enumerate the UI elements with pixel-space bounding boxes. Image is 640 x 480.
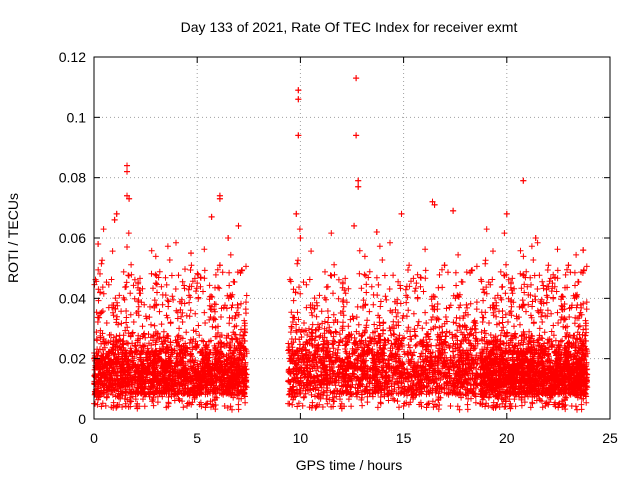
notable-point [580,247,587,254]
notable-point [520,177,527,184]
notable-point [353,75,360,82]
notable-point [431,201,438,208]
notable-point [216,192,223,199]
notable-point [124,192,131,199]
notable-point [124,168,131,175]
x-tick-label: 5 [193,430,201,446]
notable-point [111,216,118,223]
notable-point [532,235,539,241]
notable-point [353,132,360,139]
y-tick-label: 0.08 [59,170,86,186]
notable-point [126,195,133,202]
notable-point [450,207,457,214]
notable-point [124,244,131,251]
y-tick-label: 0.02 [59,351,86,367]
notable-point [295,96,302,103]
notable-point [429,198,436,205]
y-tick-label: 0.12 [59,49,86,65]
notable-point [293,210,300,217]
x-tick-label: 0 [90,430,98,446]
notable-point [373,228,380,235]
notable-point [124,162,131,169]
notable-point [208,213,215,220]
notable-point [355,177,362,184]
notable-point [95,241,102,248]
notable-point [355,183,362,190]
notable-point [297,235,304,241]
x-tick-label: 25 [602,430,618,446]
x-axis: 0 5 10 15 20 25 [90,57,618,446]
notable-point [398,210,405,217]
notable-point [295,132,302,139]
x-tick-label: 20 [499,430,515,446]
y-axis-label: ROTI / TECUs [5,193,21,283]
y-tick-label: 0.1 [67,109,87,125]
y-tick-label: 0.04 [59,290,86,306]
notable-point [152,280,159,287]
notable-point [225,235,232,241]
y-tick-label: 0 [78,411,86,427]
notable-point [351,222,358,229]
data-points [91,75,591,413]
x-tick-label: 10 [293,430,309,446]
notable-point [503,210,510,217]
y-tick-label: 0.06 [59,230,86,246]
x-axis-label: GPS time / hours [296,457,403,473]
notable-point [113,210,120,217]
notable-point [295,87,302,94]
chart-title: Day 133 of 2021, Rate Of TEC Index for r… [181,19,518,35]
x-tick-label: 15 [396,430,412,446]
y-axis: 0 0.02 0.04 0.06 0.08 0.1 0.12 [59,49,610,427]
roti-markers [91,75,591,413]
notable-point [97,310,104,317]
notable-point [188,250,195,257]
notable-point [235,222,242,229]
